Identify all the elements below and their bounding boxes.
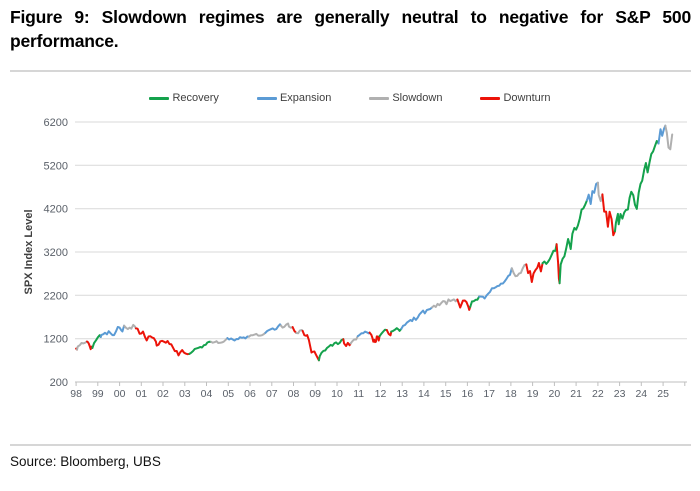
x-tick-label: 06 [244,388,256,400]
legend-item-recovery: Recovery [149,92,219,104]
x-tick-label: 05 [222,388,234,400]
x-tick-label: 08 [288,388,300,400]
series-recovery [469,295,481,308]
figure-title: Figure 9: Slowdown regimes are generally… [10,7,691,51]
x-tick-label: 09 [309,388,321,400]
x-tick-label: 03 [179,388,191,400]
x-tick-label: 10 [331,388,343,400]
y-tick-label: 5200 [44,160,68,172]
series-downturn [301,329,320,362]
x-tick-label: 17 [483,388,495,400]
series-expansion [586,181,599,205]
series-downturn [525,262,544,283]
x-tick-label: 04 [201,388,213,400]
x-tick-label: 21 [570,388,582,400]
x-tick-label: 25 [657,388,669,400]
chart-legend: Recovery Expansion Slowdown Downturn [0,92,700,104]
x-tick-label: 19 [527,388,539,400]
series-recovery [614,140,660,233]
series-slowdown [248,331,267,338]
series-recovery [91,334,102,349]
x-tick-label: 18 [505,388,517,400]
series-expansion [99,324,126,338]
legend-line-swatch [369,96,390,100]
series-slowdown [279,322,294,329]
y-tick-label: 200 [50,377,68,389]
x-tick-label: 01 [135,388,147,400]
series-recovery [541,243,558,265]
series-downturn [385,329,393,337]
x-tick-label: 02 [157,388,169,400]
series-slowdown [596,181,604,203]
series-slowdown [664,124,674,151]
series-downturn [291,326,298,334]
series-slowdown [123,323,137,331]
series-recovery [558,199,588,285]
series-slowdown [510,263,528,278]
x-tick-label: 24 [635,388,647,400]
series-slowdown [431,298,459,309]
spx-chart-svg: 200 1200 2200 3200 4200 5200 6200 98 99 00 01 02 03 0… [23,117,687,400]
x-tick-label: 00 [114,388,126,400]
series-expansion [226,335,251,342]
y-tick-label: 2200 [44,290,68,302]
legend-label: Recovery [172,92,219,104]
x-tick-label: 23 [614,388,626,400]
series-slowdown [76,340,88,351]
series-slowdown [210,337,229,344]
x-tick-label: 12 [375,388,387,400]
legend-line-swatch [149,96,170,100]
series-downturn [86,340,94,351]
x-tick-label: 14 [418,388,430,400]
series-downturn [368,331,381,344]
legend-label: Expansion [279,92,332,104]
series-recovery [378,328,388,338]
series-downturn [134,327,191,357]
x-tick-label: 15 [440,388,452,400]
legend-line-swatch [480,96,501,100]
y-tick-label: 4200 [44,204,68,216]
x-tick-label: 11 [353,388,364,400]
series-recovery [390,327,403,333]
legend-label: Downturn [503,92,551,104]
x-tick-label: 07 [266,388,278,400]
x-tick-label: 98 [70,388,82,400]
y-axis-title: SPX Index Level [23,210,35,295]
x-tick-label: 20 [549,388,561,400]
legend-item-slowdown: Slowdown [369,92,442,104]
title-divider [10,70,691,72]
y-tick-label: 3200 [44,247,68,259]
series-recovery [188,340,213,355]
legend-item-expansion: Expansion [256,92,332,104]
x-tick-label: 16 [462,388,474,400]
series-recovery [317,338,345,362]
legend-label: Slowdown [392,92,443,104]
spx-regime-chart: 200 1200 2200 3200 4200 5200 6200 98 99 00 01 02 03 0… [23,117,687,400]
series-expansion [478,267,513,300]
source-text: Source: Bloomberg, UBS [10,454,161,469]
x-tick-label: 22 [592,388,604,400]
series-expansion [657,124,667,145]
series-downturn [601,193,616,237]
series-expansion [400,306,434,330]
y-tick-label: 6200 [44,117,68,129]
series-downturn [456,298,472,311]
legend-item-downturn: Downturn [480,92,551,104]
y-tick-label: 1200 [44,334,68,346]
series-downturn [342,338,352,347]
x-tick-label: 99 [92,388,104,400]
x-tick-label: 13 [396,388,408,400]
series-slowdown [295,329,304,335]
series-slowdown [349,335,359,345]
legend-line-swatch [256,96,277,100]
series-expansion [264,323,282,334]
series-expansion [356,330,371,338]
source-divider [10,444,691,446]
